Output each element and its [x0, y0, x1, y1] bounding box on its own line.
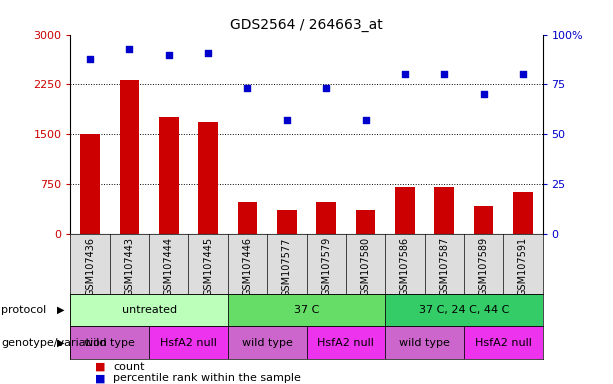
Point — [400, 71, 409, 78]
Text: GSM107436: GSM107436 — [85, 237, 95, 296]
Bar — [238, 202, 257, 234]
Bar — [228, 326, 306, 359]
Text: wild type: wild type — [399, 338, 450, 348]
Bar — [316, 202, 336, 234]
Text: genotype/variation: genotype/variation — [1, 338, 107, 348]
Text: percentile rank within the sample: percentile rank within the sample — [113, 373, 301, 383]
Point — [243, 85, 253, 91]
Bar — [199, 122, 218, 234]
Text: count: count — [113, 362, 145, 372]
Bar — [228, 294, 385, 326]
Text: ▶: ▶ — [57, 338, 64, 348]
Point — [440, 71, 449, 78]
Point — [479, 91, 489, 98]
Text: 37 C, 24 C, 44 C: 37 C, 24 C, 44 C — [419, 305, 509, 315]
Point — [164, 51, 173, 58]
Text: 37 C: 37 C — [294, 305, 319, 315]
Bar — [159, 117, 178, 234]
Point — [518, 71, 528, 78]
Point — [360, 118, 370, 124]
Text: GSM107589: GSM107589 — [479, 237, 489, 296]
Text: protocol: protocol — [1, 305, 47, 315]
Text: GSM107446: GSM107446 — [243, 237, 253, 296]
Bar — [70, 294, 228, 326]
Bar — [306, 326, 385, 359]
Text: HsfA2 null: HsfA2 null — [160, 338, 217, 348]
Point — [282, 118, 292, 124]
Text: HsfA2 null: HsfA2 null — [318, 338, 375, 348]
Bar — [80, 134, 100, 234]
Text: GSM107445: GSM107445 — [203, 237, 213, 296]
Point — [204, 50, 213, 56]
Text: ■: ■ — [95, 362, 105, 372]
Bar — [149, 326, 228, 359]
Text: wild type: wild type — [242, 338, 292, 348]
Text: GSM107580: GSM107580 — [360, 237, 370, 296]
Point — [85, 55, 95, 61]
Text: GSM107591: GSM107591 — [518, 237, 528, 296]
Text: GSM107579: GSM107579 — [321, 237, 331, 296]
Bar — [464, 326, 543, 359]
Title: GDS2564 / 264663_at: GDS2564 / 264663_at — [230, 18, 383, 32]
Point — [321, 85, 331, 91]
Bar — [474, 205, 493, 234]
Bar — [120, 81, 139, 234]
Text: ▶: ▶ — [57, 305, 64, 315]
Bar — [356, 210, 375, 234]
Bar — [277, 210, 297, 234]
Text: GSM107444: GSM107444 — [164, 237, 174, 296]
Text: GSM107587: GSM107587 — [439, 237, 449, 296]
Text: GSM107577: GSM107577 — [282, 237, 292, 296]
Bar — [385, 294, 543, 326]
Text: GSM107443: GSM107443 — [124, 237, 134, 296]
Bar — [385, 326, 464, 359]
Text: ■: ■ — [95, 373, 105, 383]
Text: GSM107586: GSM107586 — [400, 237, 410, 296]
Text: untreated: untreated — [121, 305, 177, 315]
Point — [124, 45, 134, 51]
Bar — [395, 187, 414, 234]
Bar — [435, 187, 454, 234]
Text: HsfA2 null: HsfA2 null — [474, 338, 531, 348]
Text: wild type: wild type — [85, 338, 135, 348]
Bar — [70, 326, 149, 359]
Bar — [513, 192, 533, 234]
